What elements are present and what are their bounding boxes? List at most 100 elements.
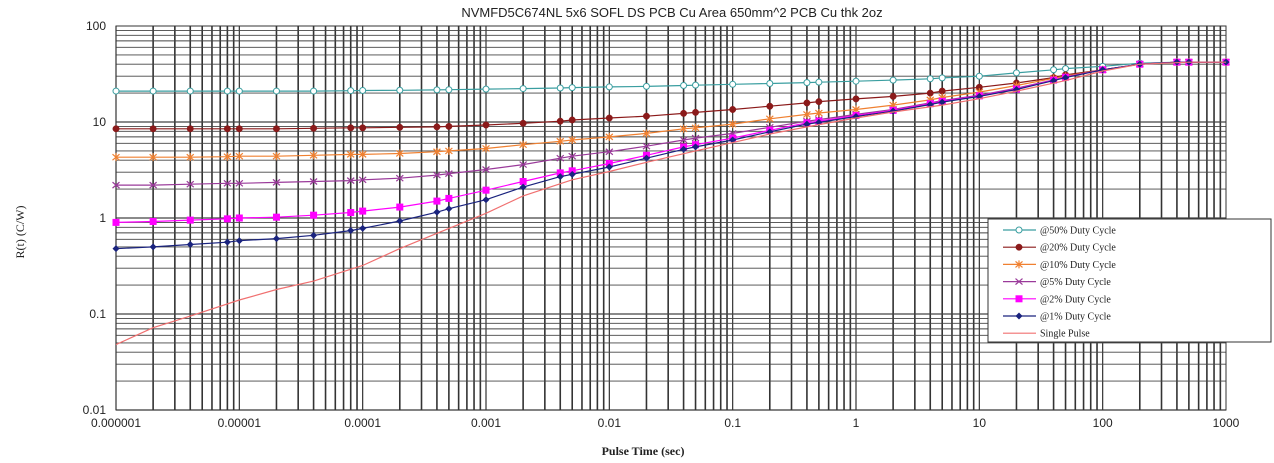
data-point-20-duty-cycle — [273, 125, 280, 133]
data-point-5-duty-cycle — [679, 136, 688, 144]
data-point-2-duty-cycle — [482, 186, 490, 194]
legend-label: @20% Duty Cycle — [1040, 243, 1116, 254]
series-10-duty-cycle — [112, 58, 1230, 162]
data-point-5-duty-cycle — [433, 171, 441, 179]
data-point-1-duty-cycle — [235, 237, 243, 245]
data-point-1-duty-cycle — [359, 224, 367, 232]
data-point-10-duty-cycle — [149, 153, 158, 162]
data-point-20-duty-cycle — [519, 119, 527, 127]
data-point-2-duty-cycle — [396, 203, 404, 211]
data-point-5-duty-cycle — [272, 178, 281, 186]
data-point-20-duty-cycle — [643, 112, 650, 120]
x-tick-label: 0.000001 — [91, 416, 141, 430]
data-point-50-duty-cycle — [433, 86, 441, 94]
data-point-50-duty-cycle — [605, 83, 613, 91]
y-tick-label: 100 — [86, 19, 106, 33]
data-point-5-duty-cycle — [444, 170, 453, 178]
data-point-1-duty-cycle — [556, 173, 564, 181]
data-point-50-duty-cycle — [815, 78, 823, 86]
data-point-50-duty-cycle — [359, 86, 367, 94]
data-point-5-duty-cycle — [556, 154, 565, 162]
data-point-1-duty-cycle — [692, 143, 700, 151]
data-point-10-duty-cycle — [814, 109, 823, 118]
data-point-1-duty-cycle — [482, 196, 490, 204]
data-point-20-duty-cycle — [445, 122, 453, 130]
y-tick-label: 10 — [93, 115, 107, 129]
data-point-10-duty-cycle — [112, 153, 120, 162]
data-point-10-duty-cycle — [358, 150, 367, 159]
data-point-10-duty-cycle — [728, 120, 737, 129]
data-point-10-duty-cycle — [803, 110, 811, 119]
data-point-20-duty-cycle — [568, 116, 576, 124]
data-point-10-duty-cycle — [568, 135, 577, 144]
legend-label: @2% Duty Cycle — [1040, 294, 1111, 305]
x-tick-label: 1000 — [1213, 416, 1240, 430]
data-point-20-duty-cycle — [223, 125, 231, 133]
data-point-1-duty-cycle — [310, 231, 318, 239]
data-point-50-duty-cycle — [396, 86, 404, 94]
data-point-20-duty-cycle — [235, 125, 243, 133]
x-tick-label: 10 — [973, 416, 987, 430]
data-point-2-duty-cycle — [605, 159, 613, 167]
data-point-20-duty-cycle — [605, 114, 613, 122]
data-point-50-duty-cycle — [223, 87, 231, 95]
data-point-10-duty-cycle — [605, 132, 614, 141]
data-point-20-duty-cycle — [482, 121, 490, 129]
data-point-1-duty-cycle — [445, 205, 453, 213]
series-single-pulse — [115, 61, 1226, 346]
series-line-5-duty-cycle — [116, 61, 1226, 186]
data-point-50-duty-cycle — [519, 85, 527, 93]
legend-item-20-duty-cycle: @20% Duty Cycle — [1003, 243, 1116, 254]
series-20-duty-cycle — [112, 58, 1230, 133]
data-point-50-duty-cycle — [975, 72, 983, 80]
data-point-50-duty-cycle — [556, 84, 564, 92]
data-point-5-duty-cycle — [358, 176, 367, 184]
data-point-20-duty-cycle — [112, 125, 120, 133]
data-point-1-duty-cycle — [347, 227, 355, 235]
data-point-50-duty-cycle — [568, 84, 576, 92]
legend-item-5-duty-cycle: @5% Duty Cycle — [1003, 277, 1111, 288]
legend-label: @10% Duty Cycle — [1040, 260, 1116, 271]
data-point-5-duty-cycle — [691, 134, 700, 142]
data-point-1-duty-cycle — [396, 217, 404, 225]
data-point-10-duty-cycle — [309, 151, 318, 160]
data-point-5-duty-cycle — [149, 181, 158, 189]
data-point-2-duty-cycle — [568, 167, 576, 175]
data-point-20-duty-cycle — [852, 95, 860, 103]
y-axis-label: R(t) (C/W) — [13, 206, 27, 259]
legend-label: Single Pulse — [1040, 329, 1090, 340]
data-point-10-duty-cycle — [395, 149, 404, 158]
data-point-50-duty-cycle — [692, 81, 700, 89]
legend-swatch-marker — [1015, 226, 1023, 234]
data-point-1-duty-cycle — [186, 240, 194, 248]
data-point-2-duty-cycle — [556, 169, 564, 177]
x-axis-ticks: 0.000001 0.00001 0.0001 0.001 0.01 0.1 1 10 100 1… — [91, 416, 1240, 430]
x-axis-label: Pulse Time (sec) — [602, 444, 685, 458]
data-point-20-duty-cycle — [396, 123, 404, 131]
x-tick-label: 0.1 — [724, 416, 741, 430]
x-tick-label: 100 — [1093, 416, 1113, 430]
data-point-10-duty-cycle — [642, 129, 651, 138]
data-point-5-duty-cycle — [186, 180, 195, 188]
data-point-50-duty-cycle — [482, 85, 490, 93]
data-point-1-duty-cycle — [149, 243, 157, 251]
data-point-20-duty-cycle — [347, 124, 355, 132]
data-point-10-duty-cycle — [482, 144, 490, 153]
data-point-5-duty-cycle — [395, 174, 404, 182]
data-point-2-duty-cycle — [445, 194, 453, 202]
data-point-1-duty-cycle — [223, 238, 231, 246]
data-point-20-duty-cycle — [803, 99, 811, 107]
data-point-50-duty-cycle — [926, 75, 934, 83]
data-point-50-duty-cycle — [347, 87, 355, 95]
legend-swatch-marker — [1015, 278, 1023, 286]
data-point-50-duty-cycle — [852, 77, 860, 85]
y-tick-label: 0.01 — [83, 403, 107, 417]
data-point-20-duty-cycle — [433, 123, 441, 131]
data-point-50-duty-cycle — [803, 79, 811, 87]
legend-item-50-duty-cycle: @50% Duty Cycle — [1003, 226, 1116, 237]
y-tick-label: 1 — [99, 211, 106, 225]
data-point-5-duty-cycle — [482, 166, 490, 173]
data-point-50-duty-cycle — [642, 82, 650, 90]
data-point-20-duty-cycle — [359, 124, 367, 132]
